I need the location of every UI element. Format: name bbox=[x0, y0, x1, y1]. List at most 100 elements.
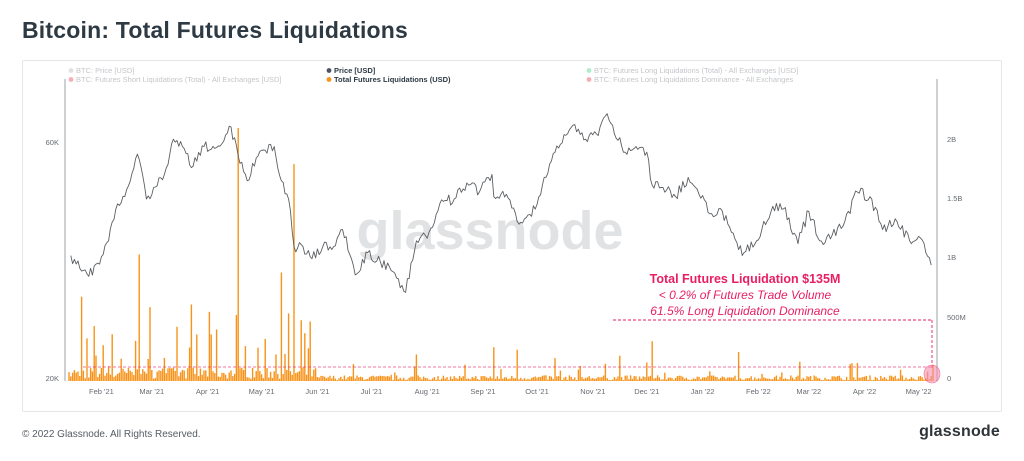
liquidation-bar bbox=[327, 377, 329, 381]
liquidation-bar bbox=[701, 377, 704, 381]
liquidation-bar bbox=[916, 379, 918, 381]
liquidation-bar bbox=[770, 379, 772, 381]
liquidation-bar bbox=[471, 376, 473, 381]
liquidation-bar bbox=[829, 379, 832, 381]
liquidation-bar bbox=[651, 341, 653, 381]
liquidation-bar bbox=[84, 378, 86, 381]
liquidation-bar bbox=[507, 379, 509, 381]
liquidation-bar bbox=[853, 377, 855, 381]
liquidation-bar bbox=[341, 379, 344, 381]
liquidation-bar bbox=[381, 376, 383, 381]
liquidation-bar bbox=[892, 377, 895, 381]
legend-item-5[interactable]: BTC: Futures Long Liquidations Dominance… bbox=[594, 75, 794, 84]
liquidation-bar bbox=[379, 375, 382, 381]
liquidation-bar bbox=[590, 378, 592, 381]
liquidation-bar bbox=[316, 377, 319, 381]
liquidation-bar bbox=[914, 379, 916, 381]
liquidation-bar bbox=[244, 346, 247, 381]
liquidation-bar bbox=[124, 371, 126, 381]
liquidation-bar bbox=[615, 378, 617, 381]
legend-marker-4[interactable] bbox=[326, 77, 332, 82]
liquidation-bar bbox=[863, 376, 866, 381]
liquidation-bar bbox=[806, 376, 808, 381]
legend-item-4[interactable]: Total Futures Liquidations (USD) bbox=[334, 75, 451, 84]
liquidation-bar bbox=[624, 375, 626, 381]
liquidation-bar bbox=[188, 347, 191, 381]
legend-marker-5[interactable] bbox=[586, 77, 592, 82]
liquidation-bar bbox=[120, 358, 122, 381]
liquidation-bar bbox=[802, 377, 805, 381]
liquidation-bar bbox=[142, 369, 144, 381]
liquidation-bar bbox=[214, 373, 216, 381]
liquidation-bar bbox=[676, 376, 679, 381]
legend-item-0[interactable]: BTC: Price [USD] bbox=[76, 66, 134, 75]
liquidation-bar bbox=[255, 371, 257, 381]
liquidation-bar bbox=[824, 377, 826, 381]
liquidation-bar bbox=[745, 378, 747, 381]
x-tick-1: Mar '21 bbox=[139, 387, 164, 396]
liquidation-bar bbox=[896, 378, 898, 381]
liquidation-bar bbox=[872, 379, 875, 381]
liquidation-bar bbox=[336, 380, 338, 381]
liquidation-bar bbox=[865, 375, 868, 381]
liquidation-bar bbox=[818, 378, 821, 381]
liquidation-bar bbox=[104, 375, 106, 381]
legend-item-1[interactable]: Price [USD] bbox=[334, 66, 376, 75]
liquidation-bar bbox=[563, 377, 565, 381]
liquidation-bar bbox=[460, 377, 463, 381]
x-tick-7: Sep '21 bbox=[470, 387, 495, 396]
liquidation-bar bbox=[685, 377, 688, 381]
liquidation-bar bbox=[413, 366, 416, 381]
annotation-line-3: 61.5% Long Liquidation Dominance bbox=[650, 304, 840, 318]
liquidation-bar bbox=[637, 379, 639, 381]
liquidation-bar bbox=[606, 378, 608, 381]
liquidation-bar bbox=[289, 371, 292, 381]
watermark: glassnode bbox=[356, 201, 623, 261]
liquidation-bar bbox=[523, 378, 526, 381]
legend-item-2[interactable]: BTC: Futures Long Liquidations (Total) -… bbox=[594, 66, 798, 75]
liquidation-bar bbox=[122, 368, 124, 381]
liquidation-bar bbox=[691, 379, 693, 381]
x-tick-8: Oct '21 bbox=[525, 387, 549, 396]
liquidation-bar bbox=[795, 376, 797, 381]
liquidation-bar bbox=[235, 314, 238, 381]
liquidation-bar bbox=[154, 377, 157, 381]
annotation-line-2: < 0.2% of Futures Trade Volume bbox=[659, 288, 832, 302]
liquidation-bar bbox=[881, 378, 884, 381]
liquidation-bar bbox=[890, 375, 893, 381]
liquidation-bar bbox=[750, 376, 752, 381]
legend-marker-3[interactable] bbox=[68, 77, 74, 82]
liquidation-bar bbox=[179, 372, 182, 381]
liquidation-bar bbox=[476, 378, 479, 381]
liquidation-bar bbox=[592, 378, 594, 381]
liquidation-bar bbox=[768, 378, 770, 381]
liquidation-bar bbox=[608, 379, 610, 381]
liquidation-bar bbox=[88, 377, 90, 381]
liquidation-bar bbox=[809, 375, 812, 381]
liquidation-bar bbox=[739, 378, 742, 381]
liquidation-bar bbox=[134, 340, 137, 381]
legend-marker-2[interactable] bbox=[586, 68, 592, 73]
liquidation-bar bbox=[658, 377, 661, 381]
liquidation-bar bbox=[844, 379, 846, 381]
legend-item-3[interactable]: BTC: Futures Short Liquidations (Total) … bbox=[76, 75, 282, 84]
liquidation-bar bbox=[512, 378, 515, 381]
liquidation-bar bbox=[498, 378, 500, 381]
liquidation-bar bbox=[93, 326, 95, 381]
liquidation-bar bbox=[161, 368, 164, 381]
liquidation-bar bbox=[246, 377, 248, 381]
liquidation-bar bbox=[602, 375, 605, 381]
liquidation-bar bbox=[397, 379, 400, 381]
legend-marker-0[interactable] bbox=[68, 68, 74, 73]
liquidation-bar bbox=[710, 375, 713, 381]
liquidation-bar bbox=[640, 378, 643, 381]
liquidation-bar bbox=[305, 374, 308, 381]
liquidation-bar bbox=[237, 127, 239, 381]
liquidation-bar bbox=[581, 377, 583, 381]
liquidation-bar bbox=[642, 376, 644, 381]
legend-marker-1[interactable] bbox=[326, 68, 332, 73]
liquidation-bar bbox=[593, 378, 596, 381]
liquidation-bar bbox=[97, 377, 99, 381]
liquidation-bar bbox=[664, 372, 666, 381]
liquidation-bar bbox=[251, 367, 254, 381]
